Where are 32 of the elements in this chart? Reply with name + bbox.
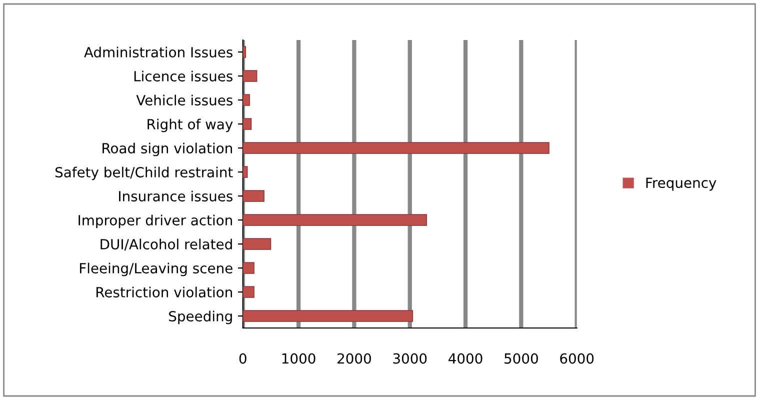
y-tick-label: Safety belt/Child restraint (55, 166, 233, 180)
bar (242, 94, 250, 106)
y-tick-label: Licence issues (134, 70, 232, 82)
y-tick-label: Restriction violation (96, 286, 232, 298)
y-tick-label: Speeding (169, 310, 232, 324)
bar (242, 238, 272, 250)
y-tick-label: DUI/Alcohol related (100, 238, 232, 251)
bar (242, 286, 254, 298)
bar (242, 142, 550, 154)
y-tick-label: Road sign violation (102, 142, 232, 156)
x-tick-label: 2000 (338, 353, 371, 364)
bar (242, 166, 248, 178)
bar (242, 70, 258, 82)
bar (242, 310, 414, 322)
x-tick-label: 3000 (393, 353, 427, 364)
y-tick-label: Vehicle issues (136, 94, 232, 106)
y-tick-label: Administration Issues (84, 46, 232, 58)
y-tick-label: Improper driver action (78, 214, 232, 228)
y-tick-label: Insurance issues (119, 190, 232, 202)
bar (242, 46, 246, 58)
bar (242, 118, 252, 130)
bar (242, 262, 254, 274)
bar (242, 190, 264, 202)
legend-label: Frequency (646, 178, 716, 191)
x-tick-label: 0 (239, 353, 246, 364)
bar (242, 214, 427, 226)
x-tick-label: 4000 (448, 353, 482, 364)
y-tick-label: Right of way (148, 118, 233, 132)
x-tick-label: 5000 (504, 353, 538, 364)
y-tick-label: Fleeing/Leaving scene (80, 262, 232, 276)
x-tick-label: 6000 (560, 353, 594, 364)
x-tick-label: 1000 (282, 353, 316, 364)
